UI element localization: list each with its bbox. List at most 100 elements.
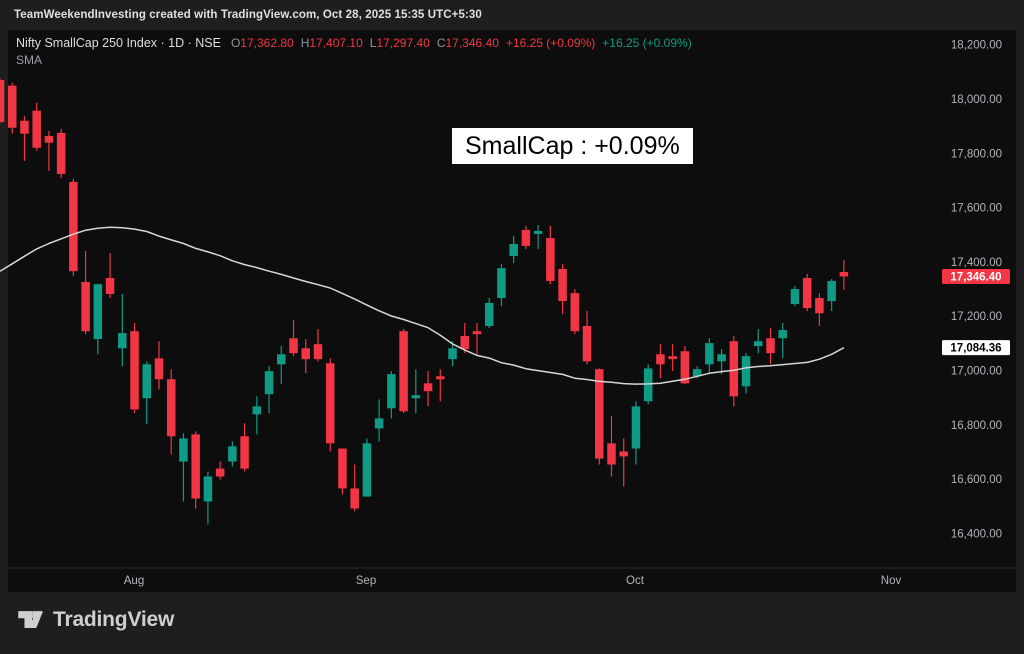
sma-line [0,226,845,385]
candle-0 [0,78,5,123]
price-tick-label: 16,800.00 [951,420,1002,432]
candle-58 [705,338,714,374]
tradingview-logo[interactable]: TradingView [17,606,174,633]
candle-43 [521,225,531,249]
candle-48 [582,311,592,365]
price-tick-label: 17,600.00 [951,203,1002,215]
ohlc-close: C 17,346.40 [436,36,499,50]
symbol-title: Nifty SmallCap 250 Index · 1D · NSE [16,36,221,50]
candle-13 [154,341,164,390]
candle-66 [802,273,812,312]
ohlc-low: L 17,297.40 [369,36,430,50]
candle-15 [179,433,188,502]
change-intraday: +16.25 (+0.09%) [505,36,596,50]
candle-38 [460,323,469,354]
month-tick-label: Aug [124,575,144,587]
month-tick-label: Sep [356,575,376,587]
candle-6 [69,178,78,277]
candle-40 [484,298,494,329]
tradingview-logo-text: TradingView [53,607,175,631]
legend-symbol-row[interactable]: Nifty SmallCap 250 Index · 1D · NSE O 17,… [16,35,699,51]
candle-16 [191,431,200,509]
candle-29 [350,464,359,512]
candle-25 [301,339,310,374]
candle-34 [411,369,421,414]
candle-31 [374,399,384,442]
candle-11 [130,323,139,414]
candle-52 [631,401,641,465]
candle-12 [142,361,152,425]
price-tick-label: 17,000.00 [951,366,1002,378]
candle-8 [93,283,103,355]
sma-value-badge: 17,084.36 [942,340,1010,356]
candle-17 [203,471,213,525]
candle-60 [729,336,739,407]
legend: Nifty SmallCap 250 Index · 1D · NSE O 17,… [16,35,699,68]
price-tick-label: 17,400.00 [951,257,1002,269]
ohlc-open: O 17,362.80 [230,36,294,50]
candle-59 [717,349,726,375]
candle-41 [497,264,506,307]
candle-51 [619,438,628,487]
candle-1 [7,82,17,134]
candle-9 [105,252,115,299]
candle-50 [607,416,616,477]
candle-2 [20,115,29,161]
price-tick-label: 18,200.00 [951,40,1002,52]
candle-49 [595,368,604,465]
svg-text:17,346.40: 17,346.40 [950,271,1001,283]
candle-55 [668,344,677,372]
candle-63 [766,328,775,365]
candle-19 [228,441,237,467]
month-tick-label: Oct [626,575,645,587]
candle-47 [570,289,580,335]
candle-65 [790,286,800,307]
price-axis[interactable]: 18,200.00 18,000.00 17,800.00 17,600.00 17,4… [951,40,1002,541]
watermark-label: SmallCap : +0.09% [452,128,693,164]
candle-32 [387,371,396,419]
candle-62 [754,329,763,354]
candle-56 [680,346,690,385]
candle-64 [778,323,787,359]
candle-21 [252,396,262,435]
change-daily: +16.25 (+0.09%) [602,36,692,50]
candle-3 [32,102,41,151]
candle-67 [815,293,824,327]
chart-pane[interactable] [8,30,1016,592]
candle-69 [839,260,849,290]
candle-39 [472,323,482,355]
sma-indicator-label: SMA [16,53,43,67]
legend-sma-row[interactable]: SMA [16,52,699,68]
candle-10 [118,293,127,367]
candle-37 [448,341,457,367]
candle-7 [81,251,90,335]
tradingview-logo-icon [18,611,43,628]
candle-68 [827,279,836,312]
candle-35 [423,371,433,407]
candle-28 [338,448,347,495]
candle-14 [166,369,176,455]
candle-36 [436,369,445,402]
price-tick-label: 16,400.00 [951,529,1002,541]
last-price-badge: 17,346.40 [942,268,1010,284]
time-axis[interactable]: Aug Sep Oct Nov [124,575,902,587]
candle-27 [325,358,335,452]
candles-series [0,78,849,525]
candle-45 [546,225,555,285]
candle-20 [240,423,249,472]
candle-33 [399,329,408,414]
candle-22 [264,366,274,414]
price-tick-label: 17,800.00 [951,148,1002,160]
price-tick-label: 17,200.00 [951,311,1002,323]
candle-23 [277,346,286,385]
candle-61 [741,353,751,394]
header-attribution-text: TeamWeekendInvesting created with Tradin… [14,9,482,21]
candle-44 [533,224,543,249]
svg-text:17,084.36: 17,084.36 [950,343,1001,355]
header-bar: TeamWeekendInvesting created with Tradin… [0,0,1024,30]
month-tick-label: Nov [881,575,902,587]
candle-26 [313,329,323,362]
price-tick-label: 18,000.00 [951,94,1002,106]
candle-18 [215,461,225,480]
